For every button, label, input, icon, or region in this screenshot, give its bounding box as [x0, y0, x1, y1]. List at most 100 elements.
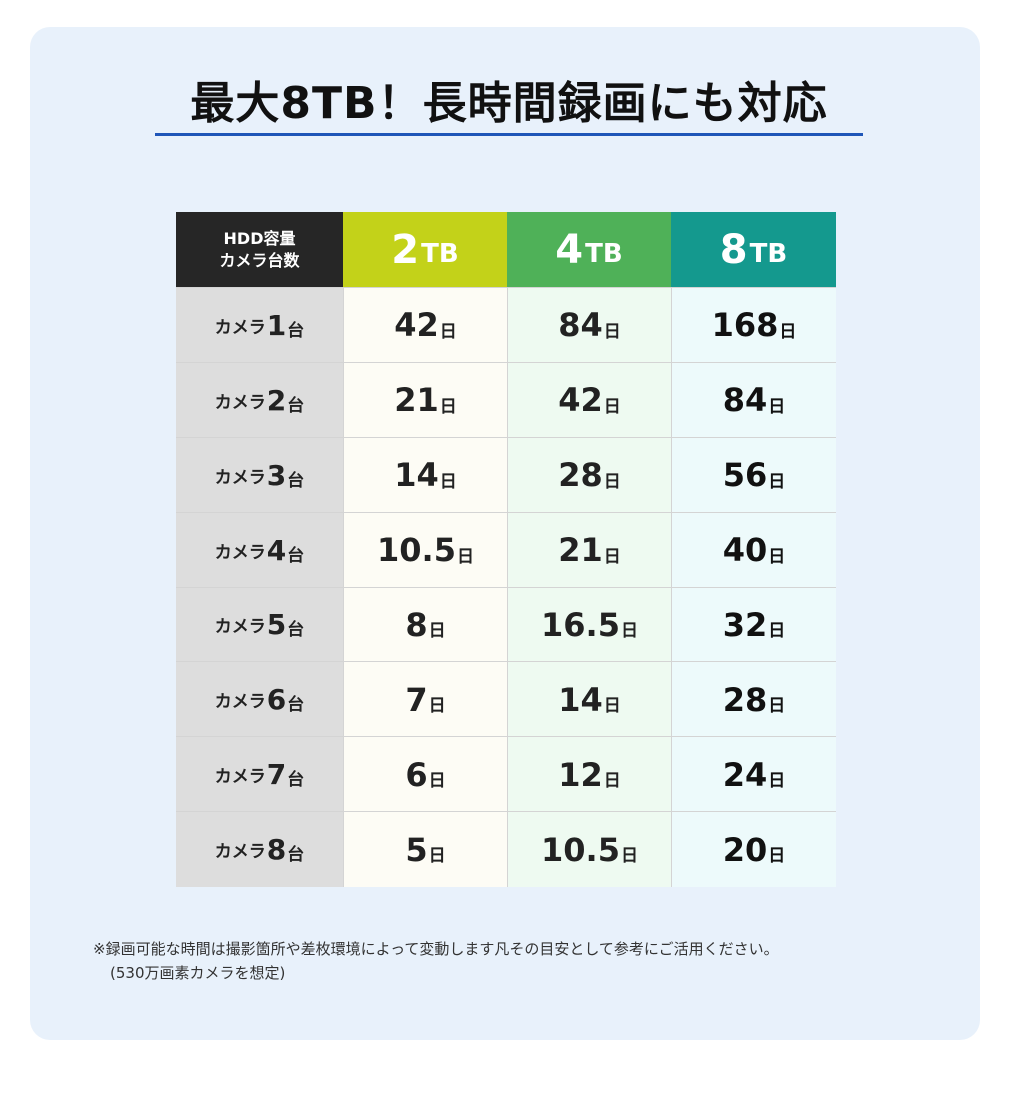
row-label-prefix: カメラ [214, 392, 266, 413]
cell-value: 20 [722, 830, 768, 869]
cell-unit: 日 [603, 396, 621, 417]
header-col-number: 4 [555, 226, 584, 273]
table-cell: 28 日 [507, 437, 671, 513]
row-label: カメラ 6 台 [176, 662, 343, 738]
cell-unit: 日 [768, 771, 786, 792]
row-label-suffix: 台 [287, 395, 305, 416]
header-label-cameras: カメラ台数 [219, 250, 300, 270]
footnote-line-2: (530万画素カメラを想定) [110, 964, 286, 982]
cell-value: 56 [722, 456, 768, 495]
row-label: カメラ 8 台 [176, 812, 343, 887]
cell-unit: 日 [428, 621, 446, 642]
header-col-4tb: 4 TB [507, 212, 671, 287]
cell-unit: 日 [768, 621, 786, 642]
row-label-count: 2 [266, 383, 287, 417]
cell-unit: 日 [768, 471, 786, 492]
cell-unit: 日 [768, 396, 786, 417]
recording-table: HDD容量 カメラ台数 2 TB 4 TB 8 TB カメラ 1 台 42 日 84 日 168 日カ… [176, 212, 836, 887]
row-label-count: 4 [266, 533, 287, 567]
header-label-cell: HDD容量 カメラ台数 [176, 212, 343, 287]
row-label-count: 1 [266, 308, 287, 342]
cell-unit: 日 [768, 846, 786, 867]
cell-unit: 日 [620, 846, 638, 867]
row-label-suffix: 台 [287, 545, 305, 566]
table-cell: 16.5 日 [507, 587, 671, 663]
cell-unit: 日 [603, 471, 621, 492]
footnote-line-1: ※録画可能な時間は撮影箇所や差枚環境によって変動します凡その目安として参考にご活… [93, 940, 779, 958]
table-cell: 84 日 [507, 288, 671, 363]
cell-unit: 日 [428, 696, 446, 717]
cell-unit: 日 [456, 546, 474, 567]
table-cell: 56 日 [671, 437, 836, 513]
table-row: カメラ 4 台 10.5 日 21 日 40 日 [176, 511, 836, 588]
table-cell: 14 日 [507, 662, 671, 738]
cell-unit: 日 [428, 846, 446, 867]
cell-value: 10.5 [541, 830, 620, 869]
header-col-unit: TB [421, 238, 459, 269]
row-label: カメラ 3 台 [176, 437, 343, 513]
table-cell: 10.5 日 [343, 512, 507, 588]
cell-value: 21 [558, 531, 603, 570]
row-label: カメラ 2 台 [176, 362, 343, 438]
row-label-count: 3 [266, 458, 287, 492]
cell-unit: 日 [779, 321, 797, 342]
header-col-2tb: 2 TB [343, 212, 507, 287]
table-cell: 24 日 [671, 737, 836, 813]
cell-unit: 日 [603, 321, 621, 342]
cell-value: 7 [405, 680, 428, 719]
cell-value: 28 [558, 456, 603, 495]
cell-value: 84 [558, 306, 603, 345]
cell-value: 21 [394, 381, 439, 420]
row-label-count: 7 [266, 758, 287, 792]
cell-value: 12 [558, 755, 603, 794]
cell-value: 5 [405, 830, 428, 869]
cell-unit: 日 [603, 771, 621, 792]
row-label: カメラ 4 台 [176, 512, 343, 588]
cell-value: 42 [558, 381, 603, 420]
page-title: 最大8TB！長時間録画にも対応 [190, 78, 828, 129]
row-label-suffix: 台 [287, 695, 305, 716]
title-underline [155, 133, 863, 136]
cell-value: 16.5 [541, 605, 620, 644]
cell-unit: 日 [439, 396, 457, 417]
row-label-prefix: カメラ [214, 617, 266, 638]
cell-value: 6 [405, 755, 428, 794]
header-col-unit: TB [749, 238, 788, 269]
table-row: カメラ 6 台 7 日 14 日 28 日 [176, 661, 836, 738]
table-cell: 42 日 [343, 288, 507, 363]
cell-value: 28 [722, 680, 768, 719]
cell-value: 168 [711, 306, 779, 345]
row-label-suffix: 台 [287, 620, 305, 641]
cell-unit: 日 [439, 321, 457, 342]
header-col-unit: TB [585, 238, 623, 269]
row-label-suffix: 台 [287, 770, 305, 791]
cell-unit: 日 [603, 696, 621, 717]
cell-value: 40 [722, 531, 768, 570]
row-label-prefix: カメラ [214, 692, 266, 713]
row-label-prefix: カメラ [214, 317, 266, 338]
table-cell: 32 日 [671, 587, 836, 663]
table-cell: 84 日 [671, 362, 836, 438]
row-label: カメラ 5 台 [176, 587, 343, 663]
cell-value: 84 [722, 381, 768, 420]
row-label-count: 5 [266, 608, 287, 642]
footnote: ※録画可能な時間は撮影箇所や差枚環境によって変動します凡その目安として参考にご活… [93, 937, 893, 985]
cell-value: 42 [394, 306, 439, 345]
cell-value: 10.5 [377, 531, 456, 570]
header-col-number: 8 [719, 226, 748, 273]
row-label: カメラ 7 台 [176, 737, 343, 813]
cell-unit: 日 [428, 771, 446, 792]
row-label-count: 6 [266, 683, 287, 717]
table-cell: 168 日 [671, 288, 836, 363]
table-cell: 20 日 [671, 812, 836, 887]
table-cell: 21 日 [507, 512, 671, 588]
row-label-prefix: カメラ [214, 767, 266, 788]
table-cell: 42 日 [507, 362, 671, 438]
cell-unit: 日 [439, 471, 457, 492]
header-col-8tb: 8 TB [671, 212, 836, 287]
cell-value: 14 [558, 680, 603, 719]
